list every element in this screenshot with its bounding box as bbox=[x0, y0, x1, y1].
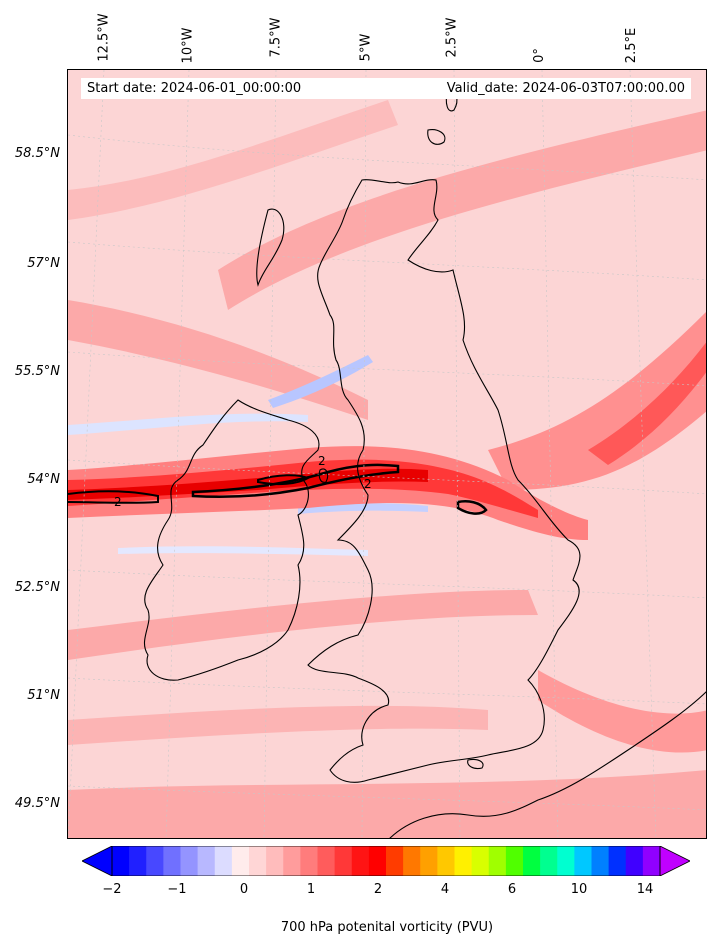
colorbar-cell bbox=[625, 846, 644, 876]
pv-band-outer bbox=[68, 446, 588, 540]
coastline-isle-of-wight bbox=[467, 758, 484, 770]
pv-streak-south-1 bbox=[68, 590, 538, 660]
colorbar-cell bbox=[591, 846, 610, 876]
pv-streak-south-2 bbox=[68, 705, 488, 745]
lon-label-5w: 5°W bbox=[358, 33, 374, 62]
colorbar-cell bbox=[454, 846, 473, 876]
colorbar-tick-4: 4 bbox=[440, 882, 450, 897]
colorbar-label: 700 hPa potenital vorticity (PVU) bbox=[280, 920, 494, 935]
colorbar-tick-10: 10 bbox=[570, 882, 588, 897]
coastline-great-britain bbox=[307, 179, 581, 783]
contour-2-central bbox=[191, 463, 400, 498]
start-date: Start date: 2024-06-01_00:00:00 bbox=[87, 81, 302, 96]
coastline-hebrides bbox=[256, 208, 285, 287]
pv-field-map: 2 2 2 bbox=[68, 70, 706, 838]
lon-label-10w: 10°W bbox=[180, 27, 196, 64]
lat-label-55-5n: 55.5°N bbox=[14, 364, 60, 379]
graticule bbox=[68, 70, 706, 838]
colorbar-cell bbox=[523, 846, 541, 876]
colorbar-outline bbox=[111, 846, 661, 876]
colorbar-cell bbox=[146, 846, 164, 876]
colorbar-cell bbox=[368, 846, 387, 876]
colorbar-cell bbox=[266, 846, 284, 876]
date-header: Start date: 2024-06-01_00:00:00 Valid_da… bbox=[81, 78, 691, 99]
colorbar-cell bbox=[163, 846, 181, 876]
colorbar-cell bbox=[317, 846, 336, 876]
pv-streak-east-inner bbox=[588, 342, 706, 465]
colorbar-cell bbox=[112, 846, 130, 876]
colorbar-tick-m2: −2 bbox=[102, 882, 122, 897]
colorbar-cell bbox=[420, 846, 438, 876]
colorbar-left-arrow bbox=[82, 846, 113, 876]
colorbar-cell bbox=[180, 846, 199, 876]
lon-label-12-5w: 12.5°W bbox=[96, 13, 112, 62]
contour-label-1: 2 bbox=[114, 495, 122, 509]
colorbar-cells bbox=[112, 846, 661, 876]
colorbar-cell bbox=[608, 846, 627, 876]
colorbar-cell bbox=[403, 846, 421, 876]
colorbar-tick-1: 1 bbox=[306, 882, 316, 897]
pv-band-core bbox=[68, 468, 428, 500]
colorbar-cell bbox=[505, 846, 524, 876]
colorbar-cell bbox=[300, 846, 318, 876]
colorbar-tick-6: 6 bbox=[507, 882, 517, 897]
colorbar-tick-2: 2 bbox=[373, 882, 383, 897]
colorbar-cell bbox=[488, 846, 507, 876]
lat-label-58-5n: 58.5°N bbox=[14, 146, 60, 161]
colorbar-cell bbox=[471, 846, 490, 876]
colorbar-cell bbox=[283, 846, 301, 876]
colorbar-cell bbox=[574, 846, 592, 876]
colorbar-tick-14: 14 bbox=[636, 882, 654, 897]
colorbar-right-arrow bbox=[659, 846, 690, 876]
lon-label-0: 0° bbox=[531, 48, 547, 63]
pv-streak-north bbox=[218, 110, 706, 310]
pv-streak-east bbox=[488, 311, 706, 490]
pv-negative-4 bbox=[118, 546, 368, 556]
colorbar-cell bbox=[334, 846, 353, 876]
coastline-isle-of-man bbox=[318, 468, 329, 483]
lon-label-2-5e: 2.5°E bbox=[624, 27, 640, 64]
colorbar-tick-0: 0 bbox=[239, 882, 249, 897]
colorbar-cell bbox=[249, 846, 267, 876]
lat-label-51n: 51°N bbox=[27, 688, 60, 703]
pv-streak-bottom bbox=[68, 770, 706, 838]
pv-negative-2 bbox=[268, 355, 373, 408]
colorbar-cell bbox=[386, 846, 404, 876]
colorbar-cell bbox=[437, 846, 455, 876]
lon-label-7-5w: 7.5°W bbox=[268, 17, 284, 58]
colorbar-cell bbox=[351, 846, 370, 876]
colorbar-cell bbox=[540, 846, 558, 876]
colorbar-cell bbox=[197, 846, 216, 876]
contour-2-west bbox=[68, 490, 159, 504]
coastline-orkney bbox=[427, 129, 446, 145]
coastline-ireland bbox=[143, 399, 320, 681]
contour-label-3: 2 bbox=[364, 477, 372, 491]
coastline-france bbox=[389, 691, 706, 838]
colorbar-cell bbox=[129, 846, 147, 876]
lat-label-54n: 54°N bbox=[27, 472, 60, 487]
map-panel: 2 2 2 bbox=[67, 69, 707, 839]
colorbar bbox=[82, 846, 690, 876]
valid-date: Valid_date: 2024-06-03T07:00:00.00 bbox=[446, 81, 685, 96]
lat-label-49-5n: 49.5°N bbox=[14, 796, 60, 811]
colorbar-cell bbox=[557, 846, 575, 876]
lon-label-2-5w: 2.5°W bbox=[444, 17, 460, 58]
pv-streak-northwest bbox=[68, 300, 368, 420]
pv-negative-1 bbox=[68, 413, 308, 435]
contour-2-loop bbox=[257, 474, 311, 486]
lat-label-57n: 57°N bbox=[27, 256, 60, 271]
pv-streak-southeast bbox=[538, 670, 706, 753]
lat-label-52-5n: 52.5°N bbox=[14, 580, 60, 595]
pv-streak-upper bbox=[68, 100, 398, 220]
contour-2-east bbox=[456, 500, 488, 515]
colorbar-cell bbox=[214, 846, 233, 876]
colorbar-cell bbox=[642, 846, 661, 876]
contour-label-2: 2 bbox=[318, 454, 326, 468]
colorbar-tick-m1: −1 bbox=[167, 882, 187, 897]
colorbar-cell bbox=[231, 846, 250, 876]
